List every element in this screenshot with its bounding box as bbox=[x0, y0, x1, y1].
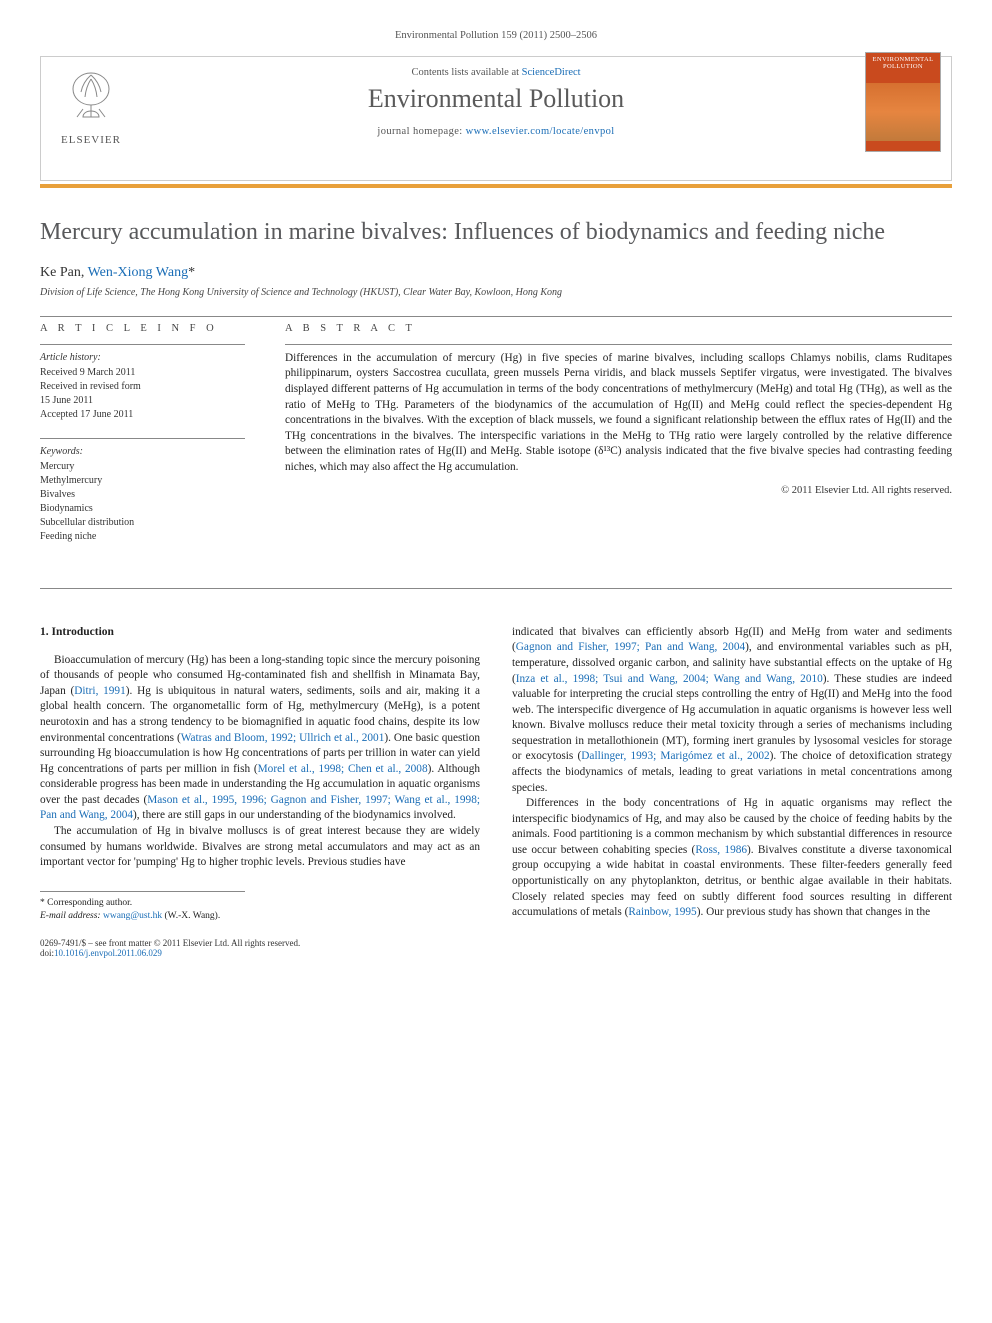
rule-abs bbox=[285, 344, 952, 345]
article-info-label: A R T I C L E I N F O bbox=[40, 323, 245, 334]
doi-label: doi: bbox=[40, 948, 54, 958]
journal-banner: ELSEVIER ENVIRONMENTALPOLLUTION Contents… bbox=[40, 56, 952, 181]
journal-name: Environmental Pollution bbox=[53, 84, 939, 114]
elsevier-logo: ELSEVIER bbox=[51, 67, 131, 146]
keyword-item: Feeding niche bbox=[40, 530, 245, 544]
article-history: Article history: Received 9 March 2011 R… bbox=[40, 351, 245, 422]
corresponding-author-link[interactable]: Wen-Xiong Wang bbox=[88, 265, 189, 280]
cover-title-2: POLLUTION bbox=[883, 63, 923, 70]
corr-marker: * bbox=[188, 265, 195, 280]
rule-top bbox=[40, 316, 952, 317]
keyword-item: Subcellular distribution bbox=[40, 516, 245, 530]
section-head-intro: 1. Introduction bbox=[40, 625, 480, 641]
history-revised-2: 15 June 2011 bbox=[40, 394, 245, 408]
running-header: Environmental Pollution 159 (2011) 2500–… bbox=[40, 30, 952, 41]
issn-line: 0269-7491/$ – see front matter © 2011 El… bbox=[40, 938, 952, 948]
keyword-item: Biodynamics bbox=[40, 502, 245, 516]
authors-line: Ke Pan, Wen-Xiong Wang* bbox=[40, 265, 952, 281]
left-column: 1. Introduction Bioaccumulation of mercu… bbox=[40, 625, 480, 923]
keyword-item: Bivalves bbox=[40, 488, 245, 502]
sciencedirect-link[interactable]: ScienceDirect bbox=[522, 67, 581, 78]
journal-homepage-label: journal homepage: bbox=[377, 126, 465, 137]
doi-link[interactable]: 10.1016/j.envpol.2011.06.029 bbox=[54, 948, 162, 958]
paragraph: Differences in the body concentrations o… bbox=[512, 796, 952, 921]
history-received: Received 9 March 2011 bbox=[40, 366, 245, 380]
elsevier-name: ELSEVIER bbox=[51, 134, 131, 146]
affiliation: Division of Life Science, The Hong Kong … bbox=[40, 287, 952, 298]
citation-link[interactable]: Ross, 1986 bbox=[695, 844, 747, 856]
journal-cover-thumb: ENVIRONMENTALPOLLUTION bbox=[865, 52, 941, 152]
email-label: E-mail address: bbox=[40, 911, 103, 921]
rule-info-2 bbox=[40, 438, 245, 439]
rule-info-1 bbox=[40, 344, 245, 345]
footnotes: * Corresponding author. E-mail address: … bbox=[40, 891, 245, 923]
email-who: (W.-X. Wang). bbox=[162, 911, 220, 921]
abstract-label: A B S T R A C T bbox=[285, 323, 952, 334]
abstract-text: Differences in the accumulation of mercu… bbox=[285, 351, 952, 476]
journal-homepage-link[interactable]: www.elsevier.com/locate/envpol bbox=[466, 126, 615, 137]
citation-link[interactable]: Dallinger, 1993; Marigómez et al., 2002 bbox=[581, 750, 769, 762]
keywords-header: Keywords: bbox=[40, 445, 245, 459]
page-footer: 0269-7491/$ – see front matter © 2011 El… bbox=[40, 938, 952, 958]
citation-link[interactable]: Ditri, 1991 bbox=[74, 685, 126, 697]
orange-divider bbox=[40, 184, 952, 188]
history-revised-1: Received in revised form bbox=[40, 380, 245, 394]
keyword-item: Methylmercury bbox=[40, 474, 245, 488]
abstract-copyright: © 2011 Elsevier Ltd. All rights reserved… bbox=[285, 485, 952, 496]
paragraph: indicated that bivalves can efficiently … bbox=[512, 625, 952, 796]
citation-link[interactable]: Inza et al., 1998; Tsui and Wang, 2004; … bbox=[516, 673, 823, 685]
history-accepted: Accepted 17 June 2011 bbox=[40, 408, 245, 422]
rule-bottom bbox=[40, 588, 952, 589]
citation-link[interactable]: Watras and Bloom, 1992; Ullrich et al., … bbox=[181, 732, 385, 744]
paragraph: The accumulation of Hg in bivalve mollus… bbox=[40, 824, 480, 871]
citation-link[interactable]: Rainbow, 1995 bbox=[628, 906, 696, 918]
elsevier-tree-icon bbox=[61, 67, 121, 127]
citation-link[interactable]: Gagnon and Fisher, 1997; Pan and Wang, 2… bbox=[516, 641, 745, 653]
history-header: Article history: bbox=[40, 351, 245, 365]
author-1: Ke Pan, bbox=[40, 265, 88, 280]
paragraph: Bioaccumulation of mercury (Hg) has been… bbox=[40, 653, 480, 824]
cover-title-1: ENVIRONMENTAL bbox=[872, 56, 933, 63]
body-columns: 1. Introduction Bioaccumulation of mercu… bbox=[40, 625, 952, 923]
corr-email-link[interactable]: wwang@ust.hk bbox=[103, 911, 162, 921]
right-column: indicated that bivalves can efficiently … bbox=[512, 625, 952, 923]
citation-link[interactable]: Morel et al., 1998; Chen et al., 2008 bbox=[258, 763, 428, 775]
article-title: Mercury accumulation in marine bivalves:… bbox=[40, 218, 952, 247]
keywords-block: Keywords: Mercury Methylmercury Bivalves… bbox=[40, 445, 245, 544]
contents-lists-text: Contents lists available at bbox=[411, 67, 521, 78]
corr-author-note: * Corresponding author. bbox=[40, 897, 245, 910]
keyword-item: Mercury bbox=[40, 460, 245, 474]
